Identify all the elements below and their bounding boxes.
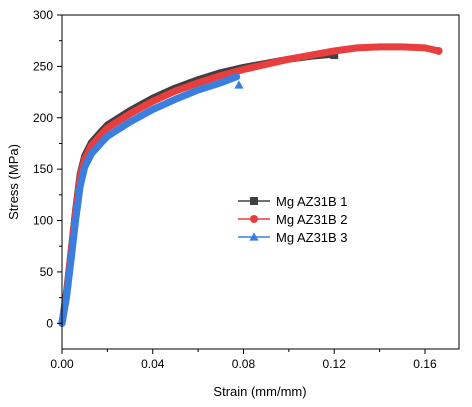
y-tick-label: 250	[33, 59, 53, 73]
x-axis-ticks: 0.00 0.04 0.08 0.12 0.16	[50, 349, 437, 371]
legend-marker-1	[250, 197, 258, 205]
y-tick-label: 100	[33, 214, 53, 228]
y-tick-label: 200	[33, 111, 53, 125]
legend-marker-3	[249, 232, 259, 241]
y-axis-ticks: 0 50 100 150 200 250 300	[33, 8, 62, 330]
series-line-1	[58, 50, 338, 327]
series-line-3	[58, 73, 241, 327]
legend-label-1: Mg AZ31B 1	[276, 194, 348, 209]
y-tick-label: 50	[40, 265, 54, 279]
series-end-marker-3	[234, 80, 244, 89]
x-tick-label: 0.12	[323, 357, 347, 371]
legend-marker-2	[250, 215, 258, 223]
y-tick-label: 300	[33, 8, 53, 22]
x-tick-label: 0.00	[50, 357, 74, 371]
y-tick-label: 0	[46, 316, 53, 330]
x-tick-label: 0.16	[413, 357, 437, 371]
series-line-2	[58, 43, 443, 327]
legend-label-3: Mg AZ31B 3	[276, 230, 348, 245]
legend: Mg AZ31B 1 Mg AZ31B 2 Mg AZ31B 3	[238, 194, 348, 245]
series-end-marker-1	[330, 51, 339, 60]
series-end-marker-2	[434, 46, 443, 55]
legend-label-2: Mg AZ31B 2	[276, 212, 348, 227]
y-axis-label: Stress (MPa)	[6, 144, 21, 220]
x-axis-label: Strain (mm/mm)	[213, 384, 306, 399]
curves-layer	[58, 43, 443, 327]
plot-frame	[61, 14, 460, 350]
x-tick-label: 0.04	[141, 357, 165, 371]
x-tick-label: 0.08	[232, 357, 256, 371]
y-tick-label: 150	[33, 162, 53, 176]
